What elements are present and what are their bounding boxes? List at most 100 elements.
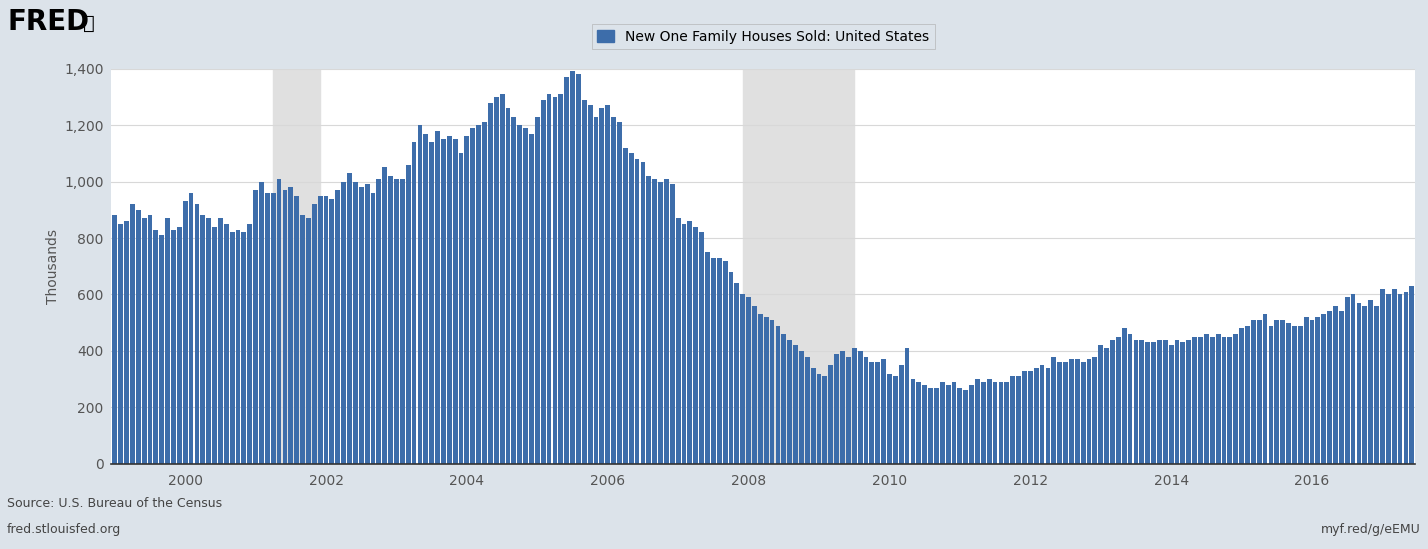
Bar xyxy=(1345,298,1349,464)
Bar xyxy=(230,232,234,464)
Bar xyxy=(1010,377,1015,464)
Bar xyxy=(400,179,404,464)
Bar xyxy=(975,379,980,464)
Bar xyxy=(1004,382,1010,464)
Bar xyxy=(1368,300,1374,464)
Bar xyxy=(1115,337,1121,464)
Bar xyxy=(787,340,793,464)
Bar xyxy=(1387,294,1391,464)
Bar xyxy=(570,71,575,464)
Bar xyxy=(723,261,727,464)
Bar xyxy=(1151,343,1155,464)
Bar xyxy=(377,179,381,464)
Bar xyxy=(1404,292,1408,464)
Bar xyxy=(1140,340,1144,464)
Bar xyxy=(277,179,281,464)
Bar xyxy=(670,184,674,464)
Bar xyxy=(547,94,551,464)
Bar xyxy=(1081,362,1085,464)
Bar xyxy=(1092,357,1097,464)
Bar xyxy=(500,94,504,464)
Text: 📈: 📈 xyxy=(83,14,94,33)
Bar xyxy=(887,373,892,464)
Bar xyxy=(1045,368,1051,464)
Bar xyxy=(864,357,868,464)
Bar xyxy=(1339,311,1344,464)
Bar xyxy=(917,382,921,464)
Bar xyxy=(383,167,387,464)
Bar xyxy=(1321,314,1327,464)
Bar xyxy=(177,227,181,464)
Bar xyxy=(364,184,370,464)
Text: myf.red/g/eEMU: myf.red/g/eEMU xyxy=(1321,523,1421,536)
Bar xyxy=(1287,323,1291,464)
Bar xyxy=(347,173,351,464)
Bar xyxy=(536,116,540,464)
Bar xyxy=(588,105,593,464)
Bar xyxy=(987,379,991,464)
Bar xyxy=(453,139,457,464)
Bar xyxy=(734,283,740,464)
Bar xyxy=(1104,348,1110,464)
Bar xyxy=(681,224,687,464)
Bar xyxy=(817,373,821,464)
Bar xyxy=(743,69,854,464)
Bar xyxy=(206,219,211,464)
Bar xyxy=(1062,362,1068,464)
Bar xyxy=(964,390,968,464)
Bar xyxy=(800,351,804,464)
Bar xyxy=(147,215,153,464)
Bar xyxy=(1357,303,1361,464)
Bar xyxy=(1379,289,1385,464)
Bar xyxy=(447,136,451,464)
Bar xyxy=(628,153,634,464)
Bar xyxy=(1221,337,1227,464)
Bar xyxy=(600,108,604,464)
Bar xyxy=(1215,334,1221,464)
Bar xyxy=(1234,334,1238,464)
Bar xyxy=(905,348,910,464)
Bar xyxy=(945,385,951,464)
Bar xyxy=(1251,320,1255,464)
Bar xyxy=(1210,337,1215,464)
Bar xyxy=(981,382,985,464)
Bar xyxy=(311,204,317,464)
Bar xyxy=(1334,306,1338,464)
Bar xyxy=(840,351,845,464)
Bar xyxy=(1315,317,1321,464)
Bar xyxy=(306,219,311,464)
Bar xyxy=(1304,317,1308,464)
Bar xyxy=(1128,334,1132,464)
Bar xyxy=(266,193,270,464)
Bar xyxy=(647,176,651,464)
Bar xyxy=(273,69,320,464)
Bar xyxy=(294,195,298,464)
Bar xyxy=(464,136,470,464)
Bar xyxy=(675,219,681,464)
Bar xyxy=(623,148,628,464)
Y-axis label: Thousands: Thousands xyxy=(46,229,60,304)
Bar xyxy=(1327,311,1332,464)
Bar xyxy=(494,97,498,464)
Text: fred.stlouisfed.org: fred.stlouisfed.org xyxy=(7,523,121,536)
Bar xyxy=(653,179,657,464)
Bar xyxy=(1122,328,1127,464)
Bar xyxy=(406,165,411,464)
Bar xyxy=(1040,365,1044,464)
Bar xyxy=(858,351,863,464)
Bar xyxy=(528,133,534,464)
Bar xyxy=(1292,326,1297,464)
Bar xyxy=(575,74,581,464)
Bar xyxy=(236,229,240,464)
Bar xyxy=(970,385,974,464)
Bar xyxy=(747,298,751,464)
Bar xyxy=(911,379,915,464)
Bar xyxy=(253,190,258,464)
Bar xyxy=(1098,345,1104,464)
Bar xyxy=(753,306,757,464)
Bar xyxy=(1281,320,1285,464)
Bar xyxy=(470,128,476,464)
Bar xyxy=(394,179,398,464)
Bar xyxy=(171,229,176,464)
Bar xyxy=(1192,337,1197,464)
